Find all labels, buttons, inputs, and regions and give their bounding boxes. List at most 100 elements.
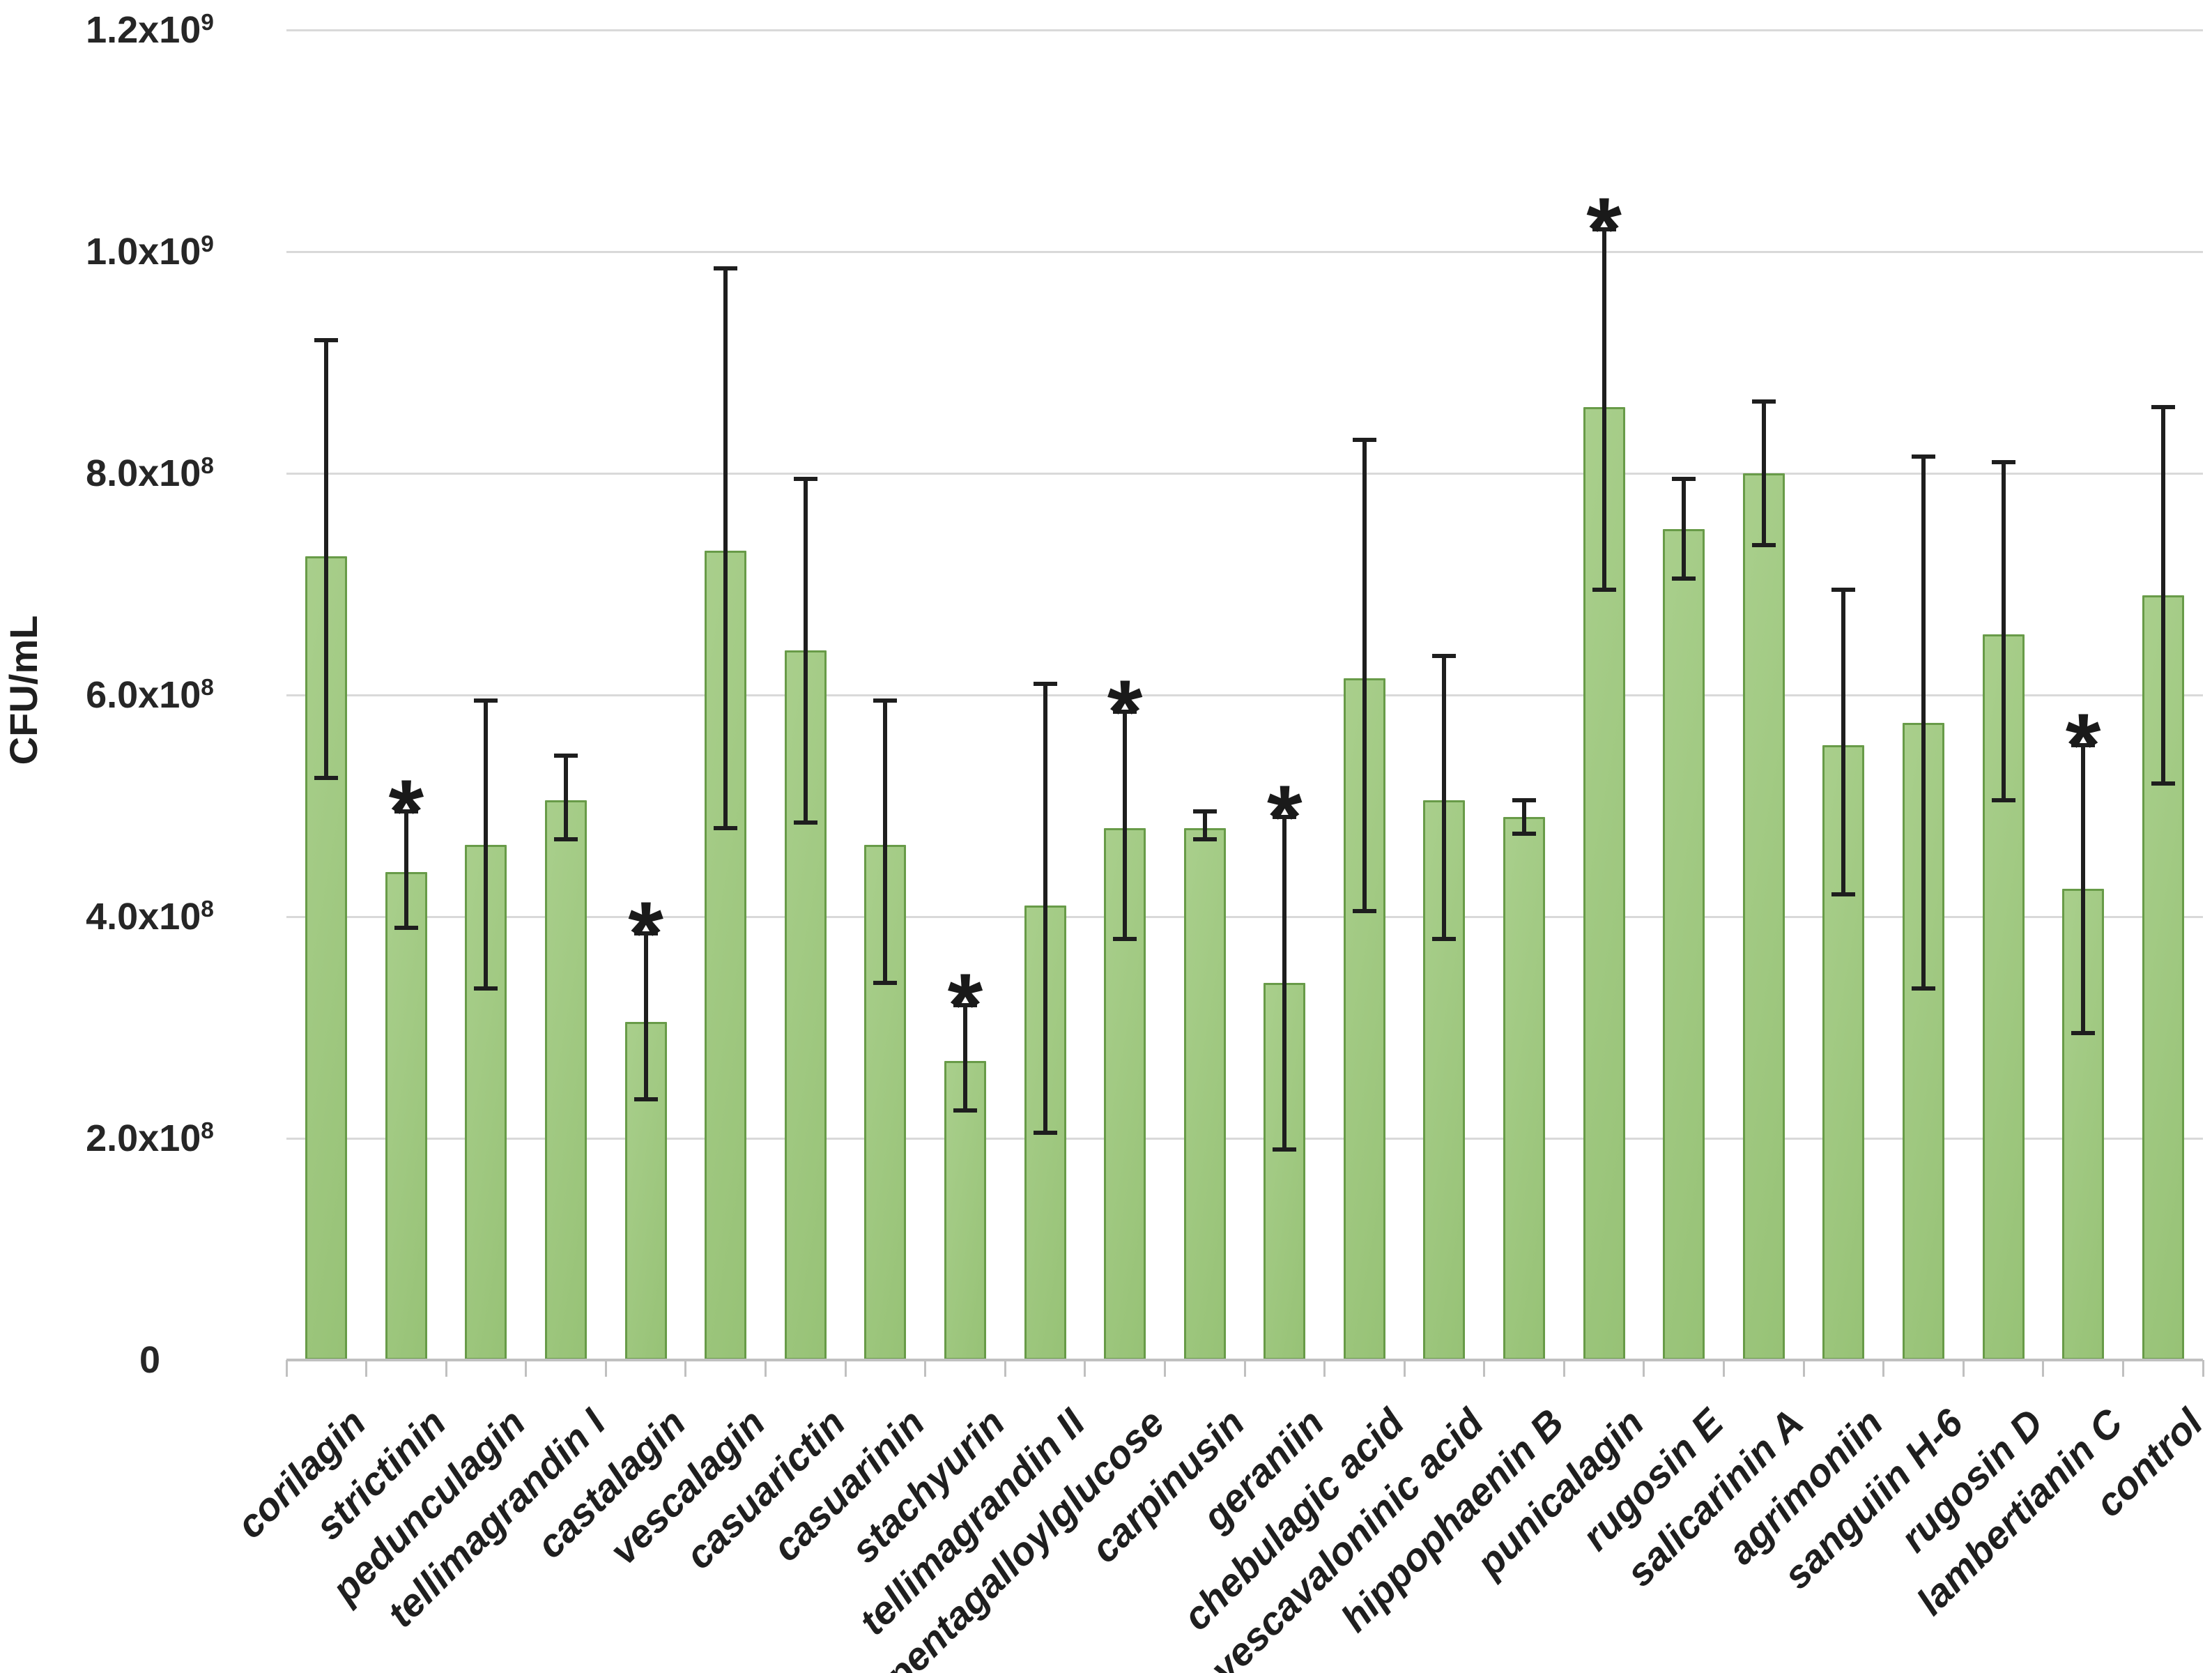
x-axis-tick xyxy=(604,1360,607,1377)
x-axis-tick xyxy=(765,1360,767,1377)
significance-asterisk: * xyxy=(1266,765,1303,868)
x-axis-tick xyxy=(924,1360,927,1377)
error-bar-line xyxy=(962,1005,967,1111)
error-bar-cap-top xyxy=(2151,404,2175,409)
error-bar-line xyxy=(1522,800,1527,834)
error-bar-cap-top xyxy=(474,698,498,703)
error-bar-cap-bottom xyxy=(633,1097,658,1102)
x-axis-tick xyxy=(1323,1360,1326,1377)
error-bar-cap-top xyxy=(314,338,339,343)
y-tick-label: 6.0x108 xyxy=(38,671,261,719)
error-bar-cap-bottom xyxy=(1033,1131,1057,1136)
x-axis-tick xyxy=(1802,1360,1805,1377)
x-axis-tick xyxy=(1882,1360,1885,1377)
bar-vescalagin xyxy=(705,551,747,1360)
x-axis-tick xyxy=(684,1360,687,1377)
x-axis-tick xyxy=(2121,1360,2124,1377)
error-bar-line xyxy=(1282,816,1287,1149)
significance-asterisk: * xyxy=(1107,660,1143,763)
error-bar-cap-bottom xyxy=(1991,798,2015,803)
x-axis-tick xyxy=(1643,1360,1645,1377)
error-bar-cap-bottom xyxy=(1751,543,1776,548)
y-tick-exponent: 9 xyxy=(201,231,214,257)
y-tick-base: 8.0x10 xyxy=(86,452,201,494)
x-axis-tick xyxy=(445,1360,447,1377)
significance-asterisk: * xyxy=(947,954,983,1057)
gridline xyxy=(286,915,2203,918)
error-bar-cap-top xyxy=(1273,814,1297,819)
y-tick-exponent: 8 xyxy=(201,1117,214,1144)
error-bar-cap-top xyxy=(1831,587,1856,592)
error-bar-line xyxy=(883,700,888,984)
significance-asterisk: * xyxy=(628,882,663,984)
x-axis-tick xyxy=(844,1360,847,1377)
error-bar-line xyxy=(1123,711,1128,939)
error-bar-cap-top xyxy=(1113,709,1137,714)
error-bar-cap-bottom xyxy=(953,1108,977,1113)
bar-salicarinin-a xyxy=(1742,473,1785,1360)
bar-hippophaenin-b xyxy=(1503,816,1546,1360)
error-bar-line xyxy=(643,933,648,1100)
error-bar-cap-bottom xyxy=(1831,892,1856,897)
error-bar-line xyxy=(404,811,408,928)
error-bar-cap-top xyxy=(1432,654,1457,659)
error-bar-cap-top xyxy=(953,1003,977,1008)
x-axis-tick xyxy=(1403,1360,1406,1377)
error-bar-line xyxy=(803,478,808,823)
bar-pentagalloylglucose xyxy=(1104,827,1146,1360)
x-axis-tick xyxy=(1084,1360,1086,1377)
error-bar-cap-top xyxy=(873,698,898,703)
error-bar-cap-top xyxy=(1352,438,1376,443)
significance-asterisk: * xyxy=(2065,694,2101,796)
x-axis-tick xyxy=(525,1360,528,1377)
y-tick-exponent: 9 xyxy=(201,9,214,36)
error-bar-cap-bottom xyxy=(1273,1147,1297,1152)
error-bar-cap-bottom xyxy=(873,981,898,986)
error-bar-cap-bottom xyxy=(1911,986,1935,991)
y-tick-base: 2.0x10 xyxy=(86,1117,201,1159)
y-tick-label: 1.0x109 xyxy=(38,228,261,275)
error-bar-cap-bottom xyxy=(2071,1030,2096,1035)
gridline xyxy=(286,472,2203,475)
significance-asterisk: * xyxy=(388,760,424,862)
error-bar-cap-bottom xyxy=(1592,587,1616,592)
x-axis-tick xyxy=(1483,1360,1486,1377)
x-axis-tick xyxy=(365,1360,368,1377)
y-tick-base: 0 xyxy=(139,1339,161,1381)
error-bar-cap-bottom xyxy=(474,986,498,991)
error-bar-cap-top xyxy=(1672,476,1696,481)
y-tick-exponent: 8 xyxy=(201,452,214,479)
significance-asterisk: * xyxy=(1586,178,1622,281)
y-tick-base: 1.0x10 xyxy=(86,231,201,273)
error-bar-line xyxy=(2160,406,2165,784)
y-tick-label: 1.2x109 xyxy=(38,6,261,54)
error-bar-cap-top xyxy=(1592,227,1616,232)
error-bar-line xyxy=(2001,462,2006,801)
error-bar-line xyxy=(1682,478,1687,579)
error-bar-line xyxy=(1043,684,1047,1133)
y-tick-label: 4.0x108 xyxy=(38,893,261,940)
y-tick-label: 8.0x108 xyxy=(38,450,261,497)
bar-strictinin xyxy=(385,872,427,1360)
error-bar-cap-bottom xyxy=(1352,909,1376,914)
error-bar-cap-top xyxy=(394,809,418,813)
error-bar-line xyxy=(1442,656,1447,939)
error-bar-cap-bottom xyxy=(2151,781,2175,786)
bar-corilagin xyxy=(305,556,348,1360)
error-bar-line xyxy=(1921,457,1926,989)
y-tick-base: 1.2x10 xyxy=(86,9,201,51)
error-bar-cap-bottom xyxy=(394,925,418,930)
x-axis-tick xyxy=(1163,1360,1166,1377)
error-bar-cap-top xyxy=(1751,399,1776,404)
error-bar-cap-bottom xyxy=(1512,831,1537,836)
error-bar-cap-top xyxy=(633,931,658,935)
y-tick-exponent: 8 xyxy=(201,674,214,701)
error-bar-cap-top xyxy=(554,754,578,758)
x-axis-tick xyxy=(1723,1360,1725,1377)
error-bar-line xyxy=(484,700,489,989)
y-tick-base: 6.0x10 xyxy=(86,674,201,716)
error-bar-cap-top xyxy=(1991,460,2015,465)
y-tick-exponent: 8 xyxy=(201,896,214,922)
error-bar-line xyxy=(324,340,329,779)
error-bar-cap-bottom xyxy=(1113,936,1137,941)
